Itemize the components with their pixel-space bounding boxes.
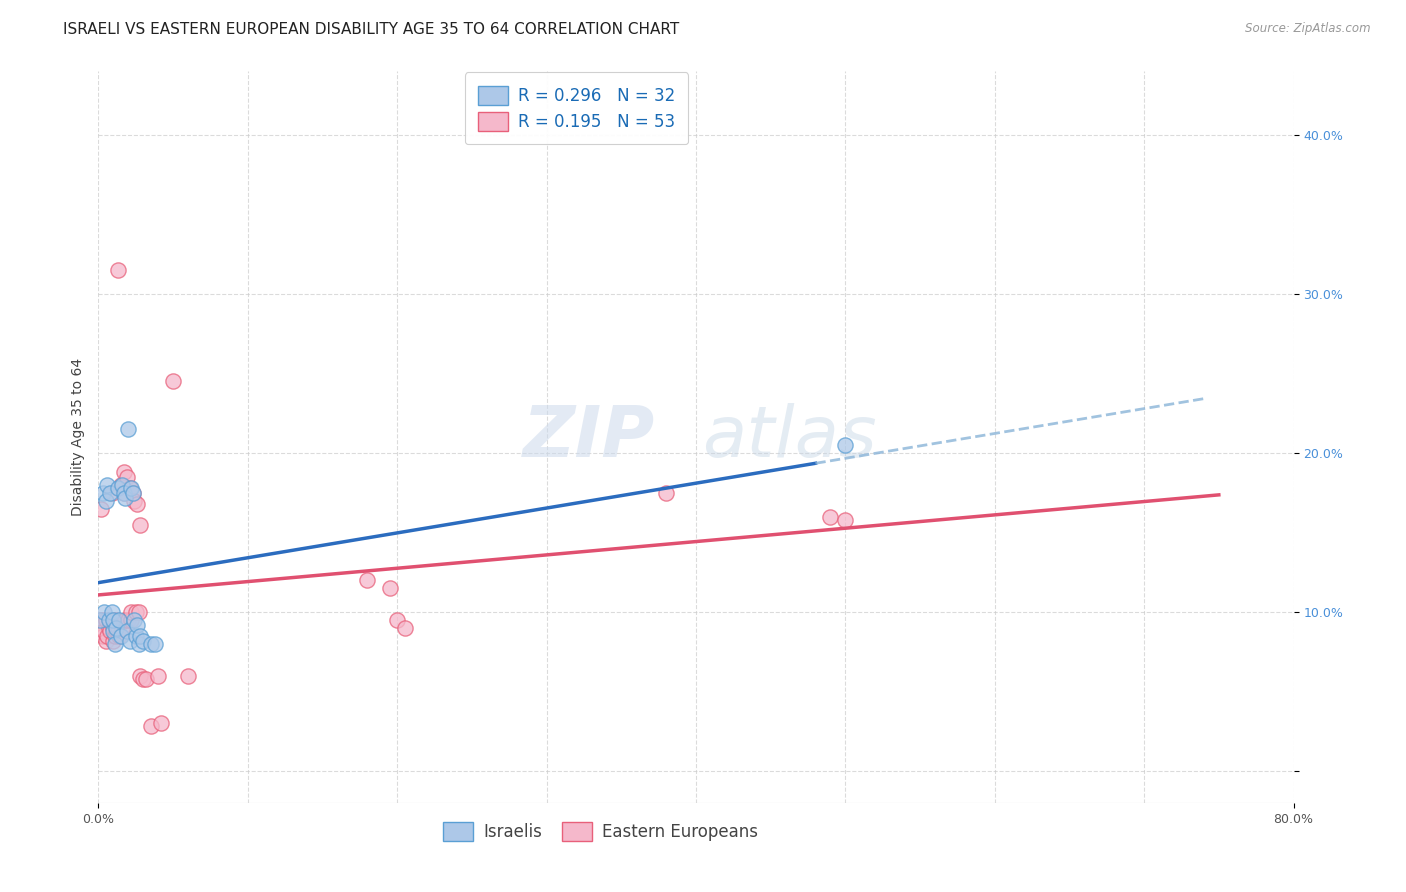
Point: [655, 485, 678, 500]
Point: [177, 668, 200, 682]
Point: [115, 470, 138, 484]
Point: [93, 624, 115, 638]
Point: [150, 716, 173, 731]
Point: [378, 581, 401, 595]
Point: [110, 629, 132, 643]
Point: [97, 621, 120, 635]
Point: [356, 573, 378, 587]
Point: [120, 613, 142, 627]
Point: [108, 629, 131, 643]
Point: [103, 613, 125, 627]
Point: [111, 621, 134, 635]
Point: [97, 613, 120, 627]
Point: [135, 672, 157, 686]
Point: [139, 637, 162, 651]
Point: [125, 629, 148, 643]
Point: [143, 637, 166, 651]
Text: Source: ZipAtlas.com: Source: ZipAtlas.com: [1246, 22, 1371, 36]
Point: [132, 633, 155, 648]
Point: [128, 637, 150, 651]
Text: ISRAELI VS EASTERN EUROPEAN DISABILITY AGE 35 TO 64 CORRELATION CHART: ISRAELI VS EASTERN EUROPEAN DISABILITY A…: [63, 22, 679, 37]
Text: atlas: atlas: [702, 402, 876, 472]
Point: [110, 477, 132, 491]
Point: [118, 481, 141, 495]
Point: [129, 629, 152, 643]
Legend: Israelis, Eastern Europeans: Israelis, Eastern Europeans: [434, 814, 766, 849]
Point: [125, 605, 148, 619]
Point: [97, 613, 120, 627]
Point: [96, 477, 118, 491]
Point: [105, 621, 128, 635]
Point: [834, 438, 856, 452]
Point: [118, 633, 141, 648]
Point: [105, 624, 128, 638]
Point: [98, 485, 122, 500]
Point: [112, 465, 135, 479]
Point: [89, 613, 111, 627]
Point: [115, 624, 138, 638]
Point: [121, 485, 143, 500]
Point: [107, 621, 129, 635]
Point: [385, 613, 409, 627]
Point: [104, 629, 127, 643]
Point: [112, 485, 135, 500]
Point: [96, 629, 118, 643]
Point: [129, 517, 152, 532]
Point: [107, 263, 129, 277]
Point: [129, 668, 152, 682]
Point: [94, 613, 117, 627]
Point: [103, 624, 125, 638]
Point: [117, 613, 139, 627]
Point: [120, 481, 142, 495]
Point: [111, 477, 134, 491]
Point: [117, 422, 139, 436]
Point: [98, 624, 122, 638]
Point: [105, 613, 128, 627]
Point: [101, 605, 124, 619]
Point: [89, 613, 111, 627]
Point: [124, 493, 146, 508]
Point: [114, 491, 136, 505]
Point: [103, 633, 125, 648]
Point: [91, 629, 114, 643]
Point: [162, 375, 184, 389]
Point: [103, 621, 125, 635]
Point: [91, 613, 114, 627]
Text: ZIP: ZIP: [523, 402, 655, 472]
Point: [93, 605, 115, 619]
Point: [120, 605, 142, 619]
Point: [114, 613, 136, 627]
Point: [94, 493, 117, 508]
Point: [121, 485, 143, 500]
Point: [124, 613, 146, 627]
Point: [90, 501, 112, 516]
Point: [107, 481, 129, 495]
Point: [104, 637, 127, 651]
Point: [127, 497, 149, 511]
Point: [132, 672, 155, 686]
Point: [127, 617, 149, 632]
Point: [91, 485, 114, 500]
Point: [139, 719, 162, 733]
Point: [148, 668, 170, 682]
Point: [98, 613, 122, 627]
Point: [834, 513, 856, 527]
Point: [112, 485, 135, 500]
Point: [108, 613, 131, 627]
Y-axis label: Disability Age 35 to 64: Disability Age 35 to 64: [70, 358, 84, 516]
Point: [101, 485, 124, 500]
Point: [94, 633, 117, 648]
Point: [820, 509, 842, 524]
Point: [104, 613, 127, 627]
Point: [128, 605, 150, 619]
Point: [394, 621, 416, 635]
